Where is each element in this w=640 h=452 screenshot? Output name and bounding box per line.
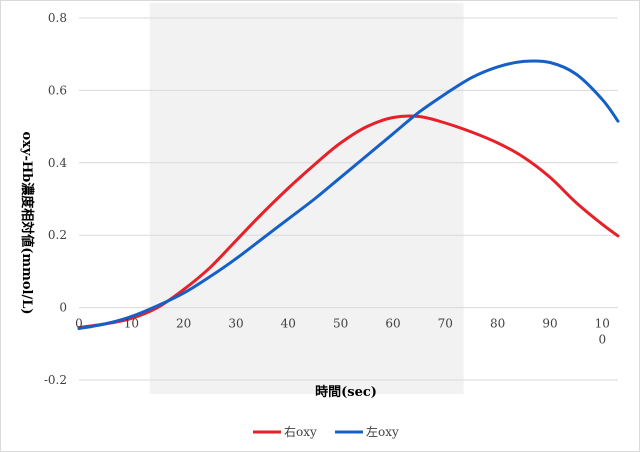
y-tick-label: 0.6 [48,83,67,97]
x-axis-title: 時間(sec) [315,384,377,400]
x-tick-label: 30 [228,317,243,331]
x-tick-label: 50 [333,317,348,331]
y-tick-label: 0 [59,301,67,315]
x-tick-label: 10 0 [595,317,610,347]
y-tick-label: 0.2 [48,228,67,242]
x-tick-label: 70 [438,317,453,331]
y-axis-title: oxy-Hb濃度相対値(mmol/L) [19,131,35,314]
x-tick-label: 10 [124,317,139,331]
x-tick-label: 0 [75,317,83,331]
series-line-2 [77,59,620,331]
y-tick-label: 0.4 [48,156,67,170]
x-tick-label: 20 [176,317,191,331]
x-tick-label: 40 [281,317,296,331]
shaded-interval [149,3,464,394]
y-tick-label: 0.8 [48,11,67,25]
legend-label-2: 左oxy [366,424,399,439]
legend-label-1: 右oxy [284,424,317,439]
x-tick-label: 90 [542,317,557,331]
x-tick-label: 80 [490,317,505,331]
y-tick-label: -0.2 [44,373,67,387]
x-tick-label: 60 [385,317,400,331]
